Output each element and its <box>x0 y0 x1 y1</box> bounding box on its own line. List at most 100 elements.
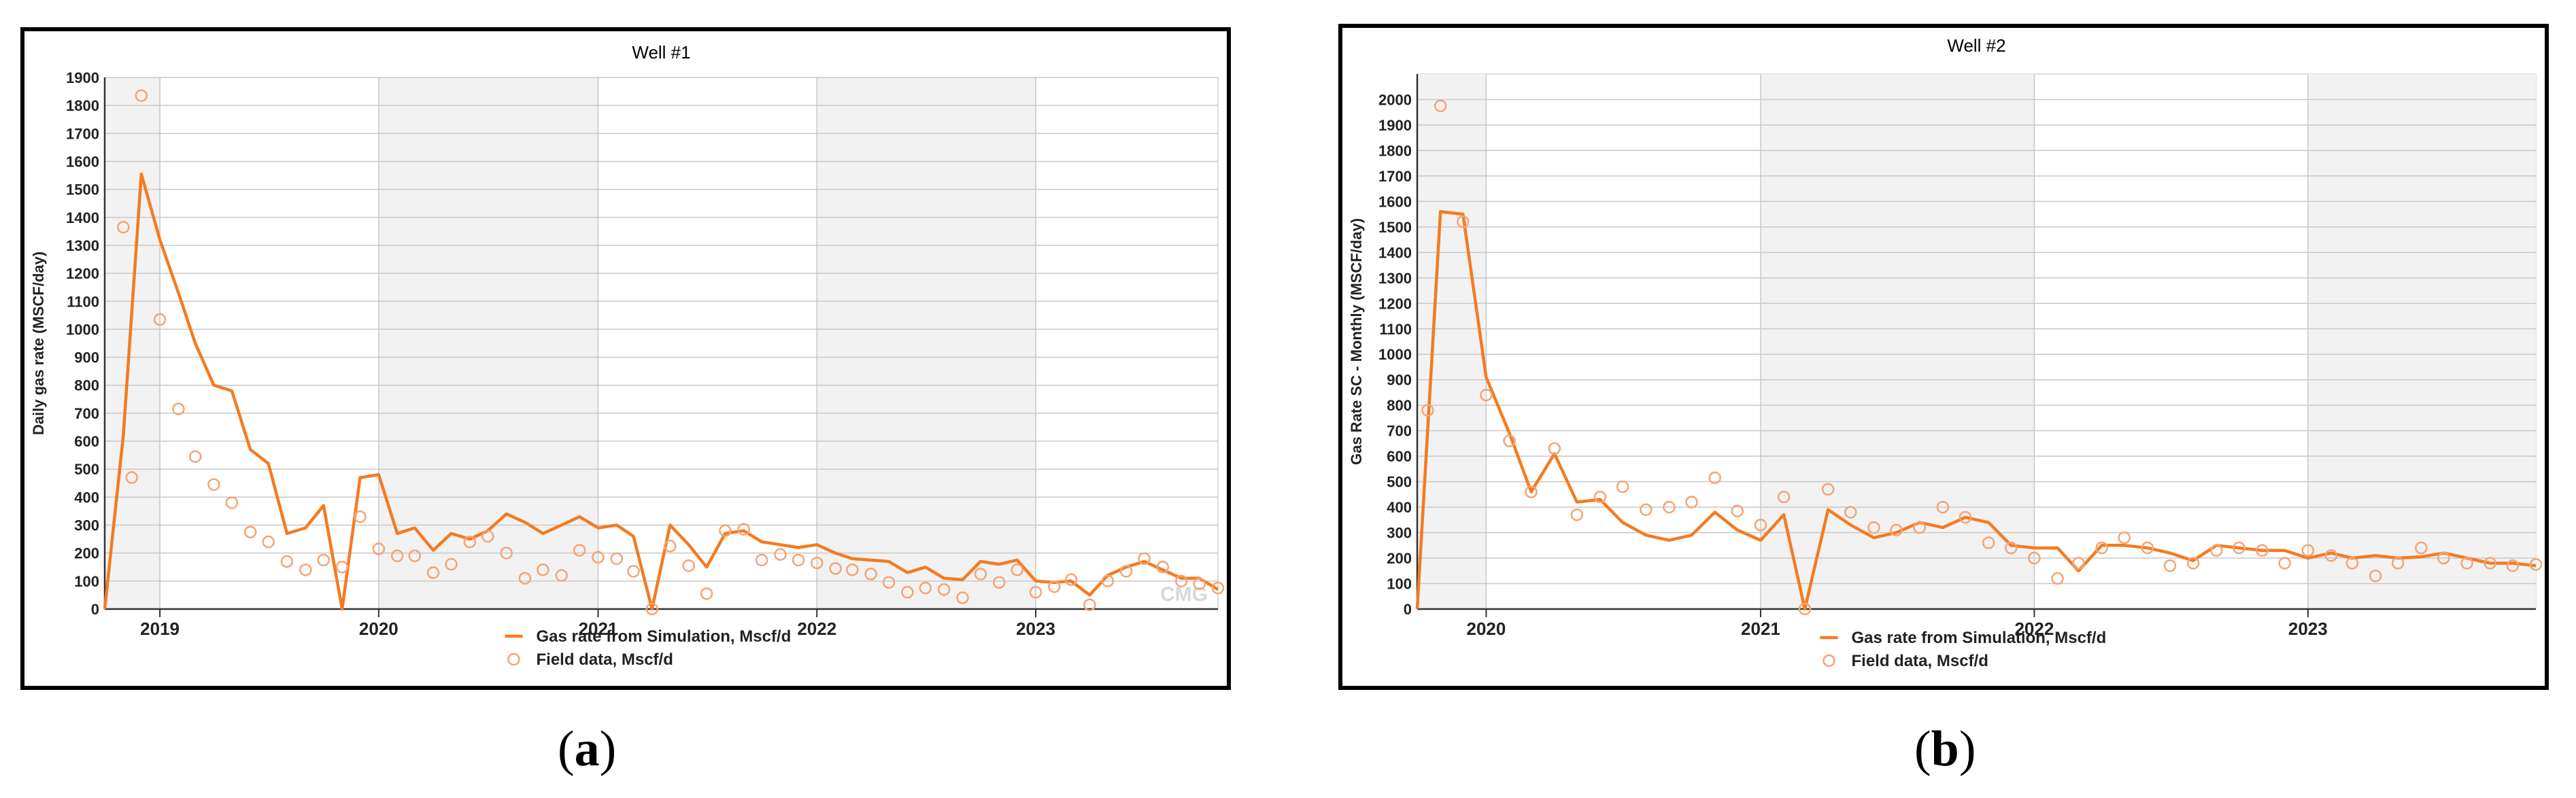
y-tick-label: 700 <box>1387 423 1412 440</box>
field-data-point <box>1029 586 1043 599</box>
field-data-point <box>2484 557 2496 570</box>
x-tick-label: 2019 <box>140 619 180 639</box>
y-tick-label: 1700 <box>1378 168 1412 185</box>
field-data-point <box>243 525 257 539</box>
field-data-point <box>225 496 239 509</box>
y-tick-label: 400 <box>1387 499 1412 516</box>
field-data-point <box>1844 506 1857 519</box>
field-data-point <box>2256 544 2269 557</box>
y-tick-label: 2000 <box>1378 91 1412 108</box>
field-data-point <box>846 563 859 576</box>
field-data-point <box>335 561 349 574</box>
field-data-point <box>2051 572 2064 585</box>
y-tick-label: 700 <box>74 405 99 422</box>
y-tick-label: 900 <box>1387 372 1412 389</box>
field-data-point <box>937 583 951 596</box>
field-data-point <box>1101 574 1115 588</box>
field-data-point <box>481 530 494 543</box>
simulation-line <box>103 172 1219 611</box>
field-data-point <box>207 478 220 491</box>
field-data-point <box>1867 521 1880 534</box>
field-data-point <box>2118 531 2131 544</box>
y-tick-label: 1400 <box>1378 244 1412 261</box>
field-data-point <box>2415 541 2428 555</box>
field-data-point <box>737 523 750 536</box>
field-data-point <box>2095 541 2108 555</box>
y-tick-label: 800 <box>74 377 99 394</box>
field-data-point <box>1174 574 1188 588</box>
x-tick-label: 2021 <box>579 619 618 639</box>
chart-title: Well #2 <box>1947 35 2005 56</box>
x-tick-label: 2022 <box>2014 619 2054 639</box>
chart-well-2: Well #2 0 100 200 300 400 500 600 700 800 900 1000 1… <box>1348 35 2543 670</box>
field-data-point <box>1708 471 1721 485</box>
field-data-point <box>280 555 294 568</box>
field-data-point <box>2072 557 2085 570</box>
y-tick-label: 1800 <box>1378 142 1412 159</box>
field-data-point <box>792 553 805 567</box>
x-tick-label: 2020 <box>359 619 399 639</box>
field-data-point <box>1503 434 1516 447</box>
y-tick-label: 1100 <box>1379 321 1412 338</box>
field-data-point <box>117 220 130 234</box>
y-tick-label: 1300 <box>1378 270 1412 287</box>
y-tick-label: 200 <box>1387 550 1412 567</box>
y-tick-label: 300 <box>74 517 99 534</box>
plot-area <box>104 77 1219 610</box>
field-data-point <box>1821 483 1835 496</box>
field-data-point <box>755 553 768 567</box>
caption-a: (a) <box>558 721 617 777</box>
y-tick-label: 1400 <box>66 209 99 226</box>
y-tick-label: 200 <box>74 545 99 562</box>
y-tick-label: 900 <box>74 349 99 366</box>
field-data-point <box>1936 500 1950 514</box>
field-data-point <box>1593 490 1607 504</box>
field-data-point <box>2506 559 2520 572</box>
field-data-point <box>2004 541 2018 555</box>
field-data-point <box>1156 561 1170 574</box>
field-data-point <box>2460 557 2473 570</box>
field-data-point <box>1064 573 1078 587</box>
field-data-point <box>811 556 824 570</box>
field-data-point <box>1548 442 1561 455</box>
field-data-point <box>2186 557 2200 570</box>
y-tick-label: 100 <box>1387 576 1412 593</box>
y-tick-label: 800 <box>1387 397 1412 414</box>
chart-panel-well-1: Well #1 0 100 200 300 400 500 600 700 800 900 1000 1… <box>20 27 1231 690</box>
y-tick-label: 500 <box>74 461 99 478</box>
field-data-point <box>1890 523 1903 537</box>
y-tick-label: 400 <box>74 489 99 506</box>
field-data-point <box>188 450 202 463</box>
field-data-point <box>2345 557 2359 570</box>
y-tick-label: 0 <box>91 601 99 618</box>
y-tick-label: 1100 <box>67 293 99 310</box>
chart-title: Well #1 <box>632 42 690 63</box>
field-data-point <box>1119 565 1133 578</box>
y-tick-label: 1300 <box>66 237 99 254</box>
field-data-point <box>592 551 605 564</box>
y-tick-label: 500 <box>1387 474 1412 491</box>
y-tick-label: 1800 <box>66 97 99 114</box>
y-tick-label: 1000 <box>1378 346 1412 363</box>
chart-panel-well-2: Well #2 0 100 200 300 400 500 600 700 800 900 1000 1… <box>1338 24 2549 690</box>
chart-well-1: Well #1 0 100 200 300 400 500 600 700 800 900 1000 1… <box>30 42 1225 669</box>
field-data-point <box>1434 99 1447 113</box>
y-tick-label: 1200 <box>1378 295 1412 312</box>
caption-b-letter: b <box>1931 721 1959 777</box>
field-data-point <box>135 89 148 103</box>
field-data-point <box>901 586 914 599</box>
field-data-point <box>372 542 386 555</box>
year-band <box>2307 74 2536 609</box>
field-data-point <box>829 562 842 575</box>
caption-b: (b) <box>1914 721 1976 777</box>
legend-entry: Field data, Mscf/d <box>537 650 673 669</box>
y-tick-label: 1900 <box>1378 117 1412 134</box>
field-data-point <box>500 547 513 559</box>
legend-circle-swatch <box>507 653 520 666</box>
y-tick-label: 300 <box>1387 525 1412 542</box>
field-data-point <box>1083 598 1096 612</box>
field-data-point <box>262 535 275 549</box>
field-data-point <box>125 471 138 484</box>
field-data-point <box>555 569 568 582</box>
field-data-point <box>573 544 586 557</box>
